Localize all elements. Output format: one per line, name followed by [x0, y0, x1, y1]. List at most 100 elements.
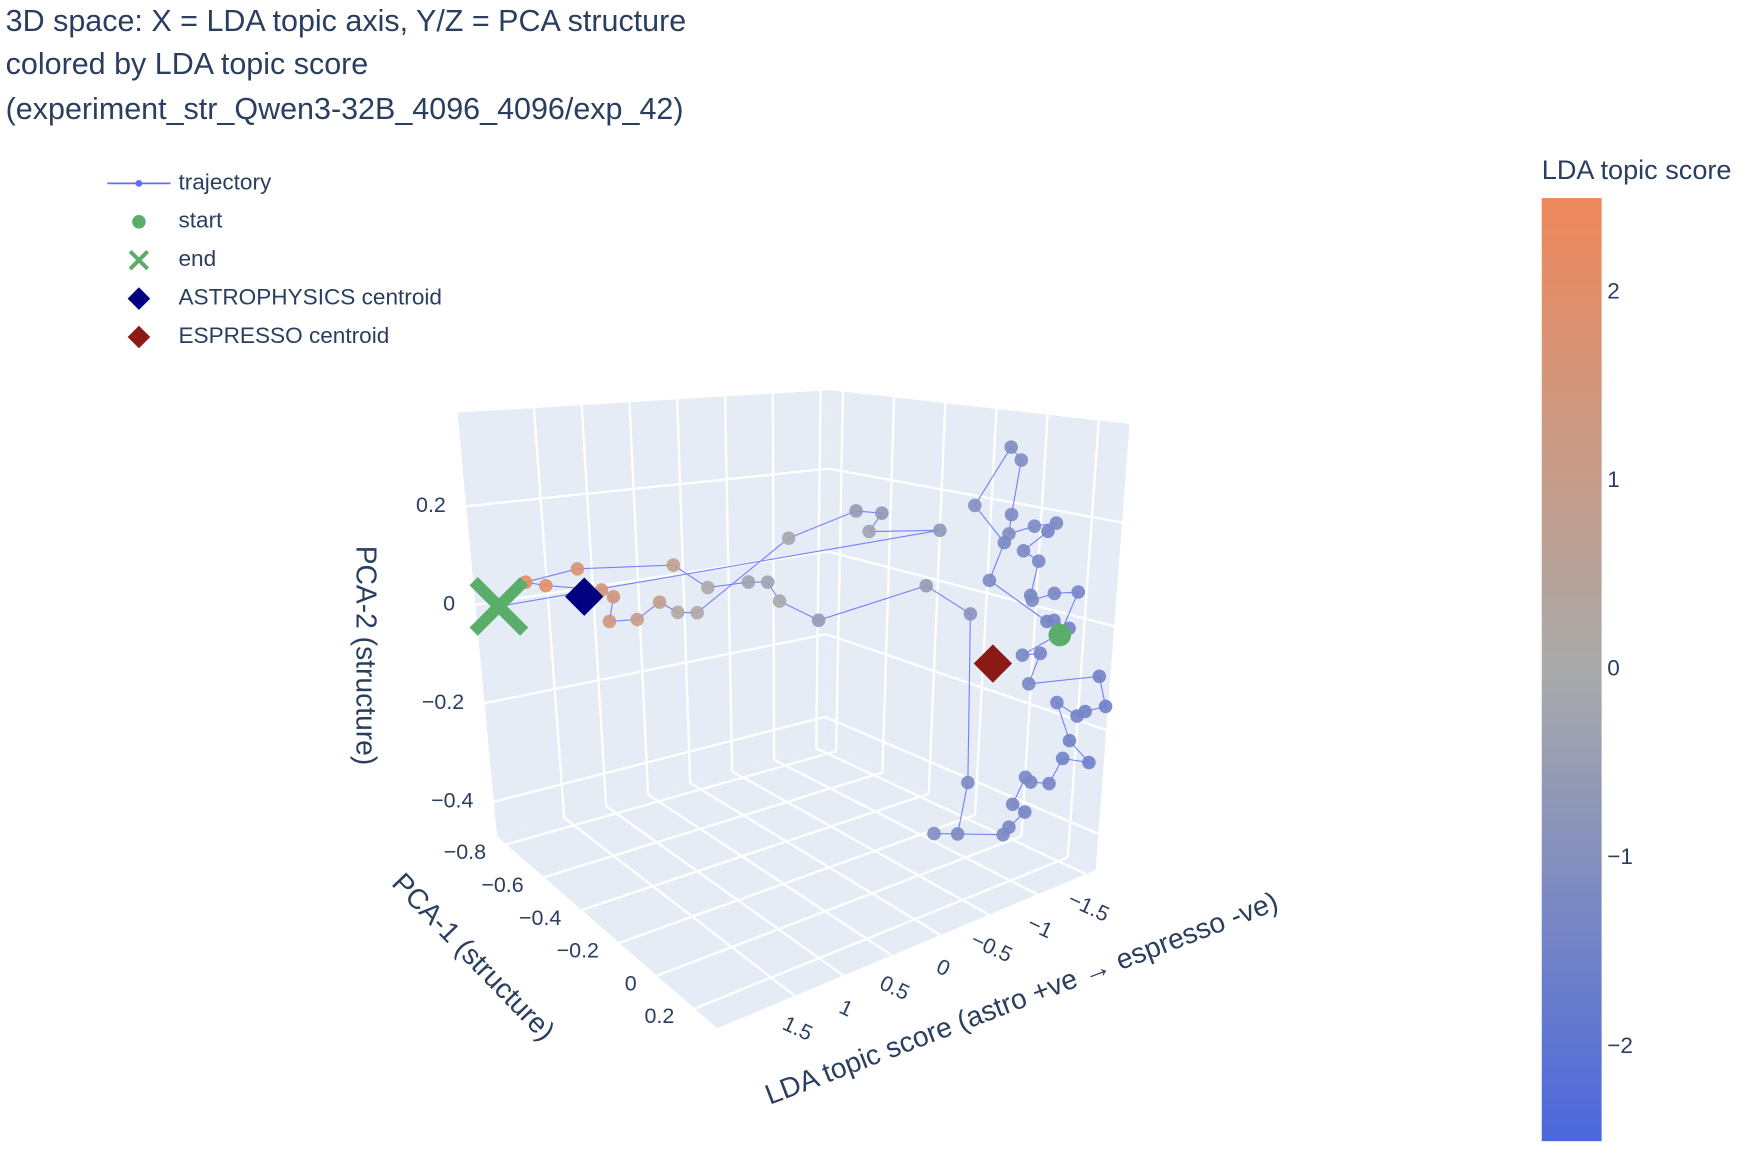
trajectory-point [602, 614, 617, 629]
legend-label: ASTROPHYSICS centroid [178, 285, 442, 310]
chart-title: 3D space: X = LDA topic axis, Y/Z = PCA … [6, 4, 687, 38]
trajectory-point [1050, 695, 1064, 710]
y-tick-label: 0.2 [644, 1004, 674, 1028]
trajectory-point [1014, 453, 1029, 467]
x-tick-label: −0.5 [967, 928, 1016, 968]
trajectory-point [1082, 755, 1096, 770]
trajectory-point [570, 562, 585, 576]
x-tick-label: −1.5 [1064, 887, 1113, 927]
trajectory-point [539, 578, 553, 593]
grid-line [825, 633, 1107, 732]
legend-label: ESPRESSO centroid [178, 323, 389, 348]
x-tick-label: 0.5 [876, 971, 913, 1005]
legend-symbol [135, 179, 143, 187]
trajectory-point [772, 594, 787, 608]
trajectory-point [919, 578, 934, 593]
z-tick-label: −0.4 [431, 788, 473, 812]
chart-title: (experiment_str_Qwen3-32B_4096_4096/exp_… [6, 92, 684, 126]
grid-line [1020, 414, 1049, 837]
trajectory-point [1062, 733, 1077, 748]
start-marker [1048, 623, 1072, 647]
trajectory-point [997, 535, 1012, 550]
grid-line [484, 633, 827, 705]
trajectory-point [652, 595, 667, 609]
trajectory-point [1018, 805, 1032, 819]
trajectory-point [968, 498, 982, 513]
trajectory-point [1005, 797, 1020, 812]
grid-line [731, 770, 990, 916]
grid-line [647, 793, 893, 957]
grid-line [694, 856, 1069, 1010]
trajectory-point [875, 506, 889, 520]
trajectory-point [690, 605, 704, 620]
trajectory-point [1027, 519, 1042, 533]
legend-label: end [178, 246, 216, 271]
trajectory-point [933, 523, 947, 538]
grid-line [466, 467, 830, 508]
centroid-marker [565, 577, 604, 616]
trajectory-point [849, 504, 863, 518]
trajectory-point [741, 575, 756, 589]
trajectory-point [927, 826, 941, 841]
grid-line [1066, 420, 1100, 858]
x-tick-label: −1 [1024, 911, 1056, 943]
trajectory-point [963, 607, 978, 621]
colorbar-tick-label: −2 [1607, 1033, 1633, 1058]
grid-line [581, 792, 930, 912]
z-tick-label: 0.2 [416, 493, 446, 517]
trajectory-point [671, 605, 685, 620]
grid-line [656, 835, 1022, 977]
trajectory-point [666, 558, 681, 572]
trajectory-point [1015, 648, 1030, 662]
grid-line [723, 396, 734, 772]
grid-line [689, 781, 941, 936]
colorbar-tick-label: 2 [1607, 278, 1620, 303]
grid-line [493, 715, 826, 803]
trajectory-point [982, 573, 997, 588]
grid-line [506, 750, 837, 846]
floor [496, 745, 1096, 1029]
legend-label: trajectory [178, 169, 272, 194]
legend-label: start [178, 208, 223, 233]
grid-line [827, 550, 1115, 628]
grid-line [605, 805, 845, 977]
y-axis-title: PCA-1 (structure) [386, 866, 562, 1046]
trajectory-point [1004, 440, 1018, 454]
legend-symbol [128, 250, 150, 271]
trajectory-point [630, 612, 644, 627]
grid-line [628, 402, 650, 795]
grid-line [881, 397, 896, 773]
trajectory-point [811, 613, 826, 628]
y-tick-label: −0.8 [444, 840, 486, 864]
trajectory-point [1004, 507, 1019, 522]
grid-line [814, 390, 822, 749]
trajectory-point [1033, 646, 1048, 661]
grid-line [532, 407, 566, 818]
grid-line [773, 758, 1038, 896]
z-tick-label: 0 [443, 591, 455, 615]
grid-line [771, 393, 776, 760]
grid-line [815, 747, 1087, 876]
trajectory-point [1070, 709, 1084, 723]
grid-line [563, 816, 796, 997]
trajectory-point [606, 589, 621, 604]
trajectory-point [781, 531, 796, 545]
back-left-wall [457, 390, 831, 837]
y-tick-label: −0.2 [557, 939, 599, 963]
trajectory-point [1098, 699, 1113, 714]
grid-line [676, 399, 692, 783]
trajectory-point [1031, 554, 1046, 568]
legend-symbol [132, 214, 146, 229]
x-tick-label: 1 [836, 995, 857, 1022]
trajectory-point [1071, 585, 1085, 599]
z-tick-label: −0.2 [422, 690, 464, 714]
end-marker [469, 577, 529, 636]
colorbar [1541, 198, 1602, 1142]
x-tick-label: 0 [933, 954, 954, 981]
trajectory-point [862, 524, 876, 539]
trajectory-point [1042, 776, 1056, 791]
trajectory-point [700, 580, 715, 595]
colorbar-tick-label: −1 [1607, 844, 1633, 869]
trajectory-point [1041, 524, 1055, 539]
trajectory-point [1018, 770, 1033, 785]
